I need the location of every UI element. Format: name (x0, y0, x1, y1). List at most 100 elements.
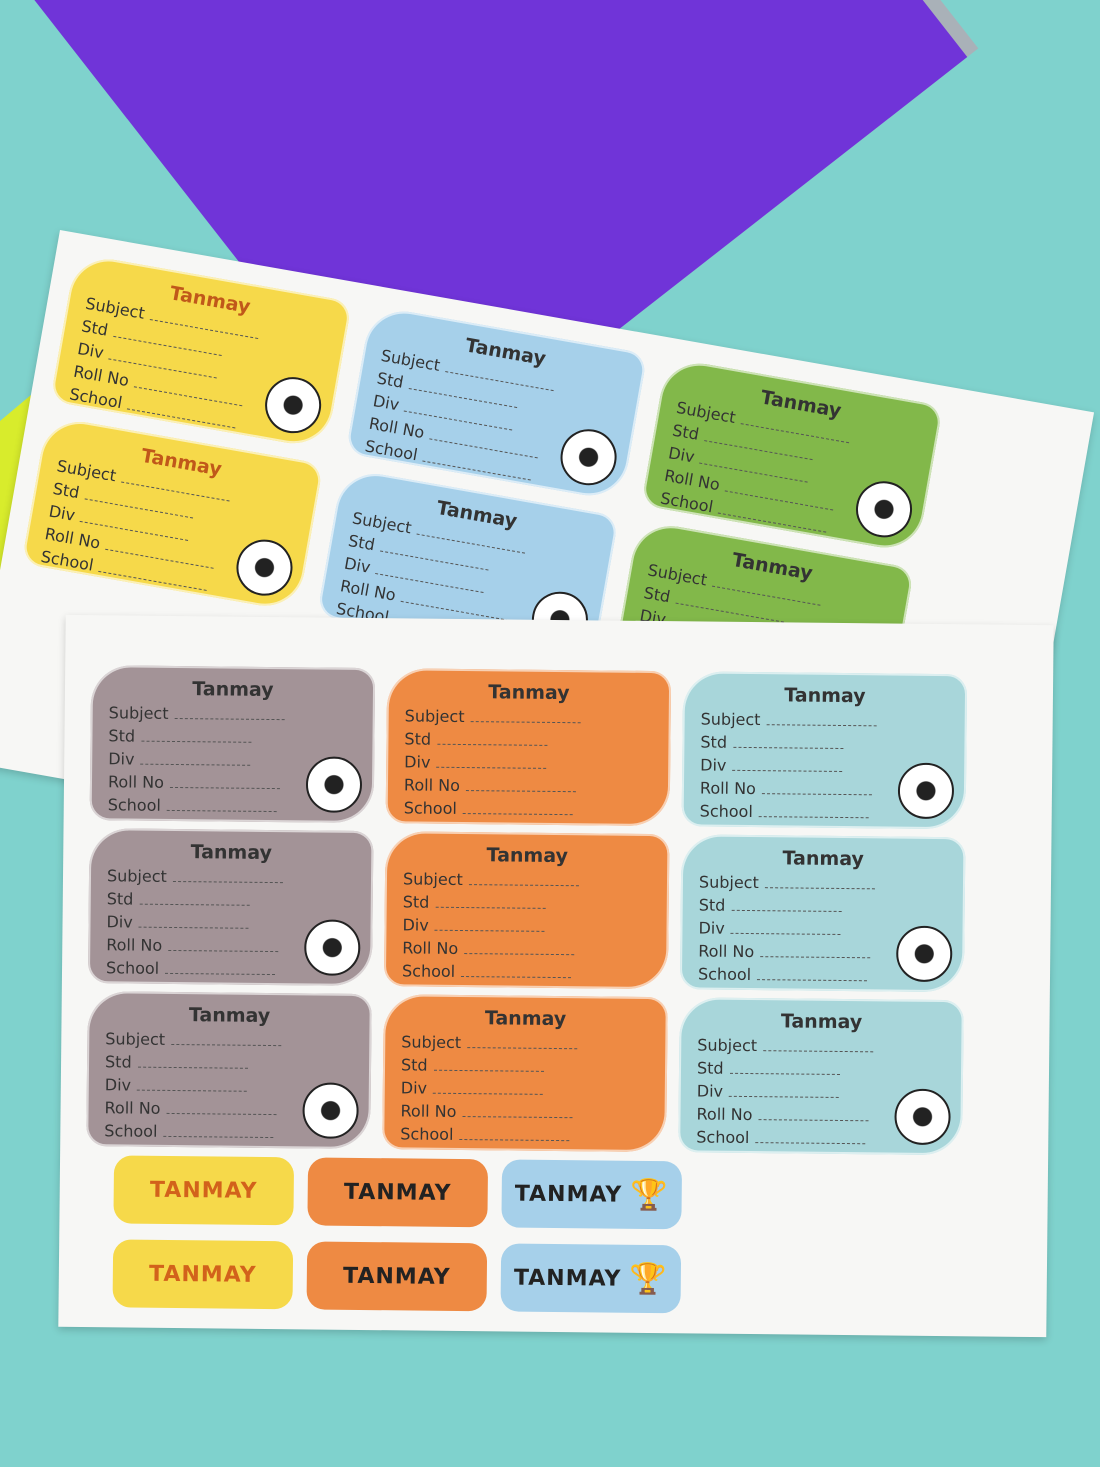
field-name: Roll No (107, 772, 165, 792)
name-tag: TANMAY (113, 1155, 295, 1226)
field-name: Div (371, 391, 401, 415)
tag-name: TANMAY (513, 1265, 622, 1292)
label-field: Std (107, 887, 355, 913)
field-line (436, 766, 547, 769)
trophy-icon: 🏆 (629, 1261, 668, 1297)
field-line (465, 790, 576, 793)
label-field: School (402, 959, 650, 985)
field-line (434, 929, 545, 932)
field-line (422, 460, 531, 481)
field-name: Std (104, 1052, 132, 1072)
field-name: Subject (698, 872, 759, 893)
label-field: Subject (697, 1033, 945, 1059)
field-name: Div (700, 755, 727, 775)
field-line (169, 786, 280, 790)
field-name: Roll No (698, 941, 755, 962)
field-name: School (699, 801, 753, 822)
field-name: Roll No (699, 778, 756, 799)
label-field: School (404, 796, 652, 822)
field-name: School (400, 1124, 454, 1144)
field-name: Std (108, 726, 136, 746)
tag-name: TANMAY (514, 1181, 623, 1208)
field-line (731, 909, 842, 912)
soccer-ball-icon (897, 762, 955, 820)
label-field: Std (404, 727, 652, 753)
field-line (470, 721, 581, 724)
field-line (755, 1142, 866, 1145)
field-name: Div (108, 749, 135, 769)
field-name: Roll No (106, 935, 163, 955)
field-line (137, 1066, 248, 1069)
field-name: Div (666, 443, 697, 467)
field-name: School (403, 798, 457, 818)
label-name: Tanmay (784, 684, 866, 708)
label-field: Div (401, 1076, 649, 1102)
soccer-ball-icon (895, 925, 953, 983)
label-field: Subject (107, 864, 355, 890)
tag-name: TANMAY (149, 1177, 258, 1204)
field-name: Div (698, 918, 725, 938)
name-tag: TANMAY 🏆 (500, 1243, 682, 1314)
field-line (732, 769, 843, 772)
field-name: Subject (106, 866, 167, 886)
field-name: Std (106, 889, 134, 909)
tag-name: TANMAY (342, 1263, 451, 1290)
field-name: Subject (700, 709, 761, 730)
field-name: Subject (105, 1029, 166, 1049)
soccer-ball-icon (305, 756, 363, 813)
field-line (168, 949, 279, 953)
label-field: Std (697, 1056, 945, 1082)
field-name: Std (698, 895, 726, 915)
field-line (461, 976, 572, 979)
tag-name: TANMAY (343, 1179, 452, 1206)
field-line (172, 880, 283, 884)
field-line (729, 1072, 840, 1075)
field-line (137, 1089, 248, 1092)
label-field: Std (401, 1053, 649, 1079)
field-name: Div (104, 1075, 132, 1095)
field-line (166, 809, 277, 813)
field-line (126, 408, 236, 429)
field-name: Subject (401, 1032, 462, 1053)
field-name: Div (402, 915, 429, 935)
field-line (171, 1043, 282, 1047)
field-name: School (696, 1127, 750, 1148)
field-name: Std (51, 478, 81, 503)
field-line (459, 1138, 570, 1142)
label-field: Roll No (404, 773, 652, 799)
field-name: School (104, 1121, 158, 1141)
field-name: Std (400, 1055, 428, 1075)
field-line (433, 1069, 544, 1072)
field-line (732, 746, 843, 749)
label-field: Subject (105, 1027, 353, 1053)
field-line (758, 816, 869, 819)
label-field: Subject (401, 1030, 649, 1056)
field-name: School (401, 961, 456, 981)
field-name: Roll No (402, 938, 459, 958)
field-line (761, 793, 872, 796)
label-field: Subject (403, 867, 651, 893)
label-field: School (400, 1122, 648, 1148)
field-line (760, 956, 871, 959)
soccer-ball-icon (894, 1088, 951, 1146)
front-sticker-sheet: Tanmay Subject Std Div Roll No School Tanmay Su… (58, 614, 1054, 1338)
field-name: Std (404, 729, 432, 749)
field-line (758, 1119, 869, 1122)
field-name: Div (47, 501, 77, 525)
soccer-ball-icon (303, 919, 361, 976)
field-name: Roll No (104, 1098, 161, 1118)
name-tag: TANMAY (306, 1241, 488, 1312)
field-line (717, 512, 827, 533)
field-name: Std (346, 530, 377, 555)
field-line (730, 932, 841, 935)
